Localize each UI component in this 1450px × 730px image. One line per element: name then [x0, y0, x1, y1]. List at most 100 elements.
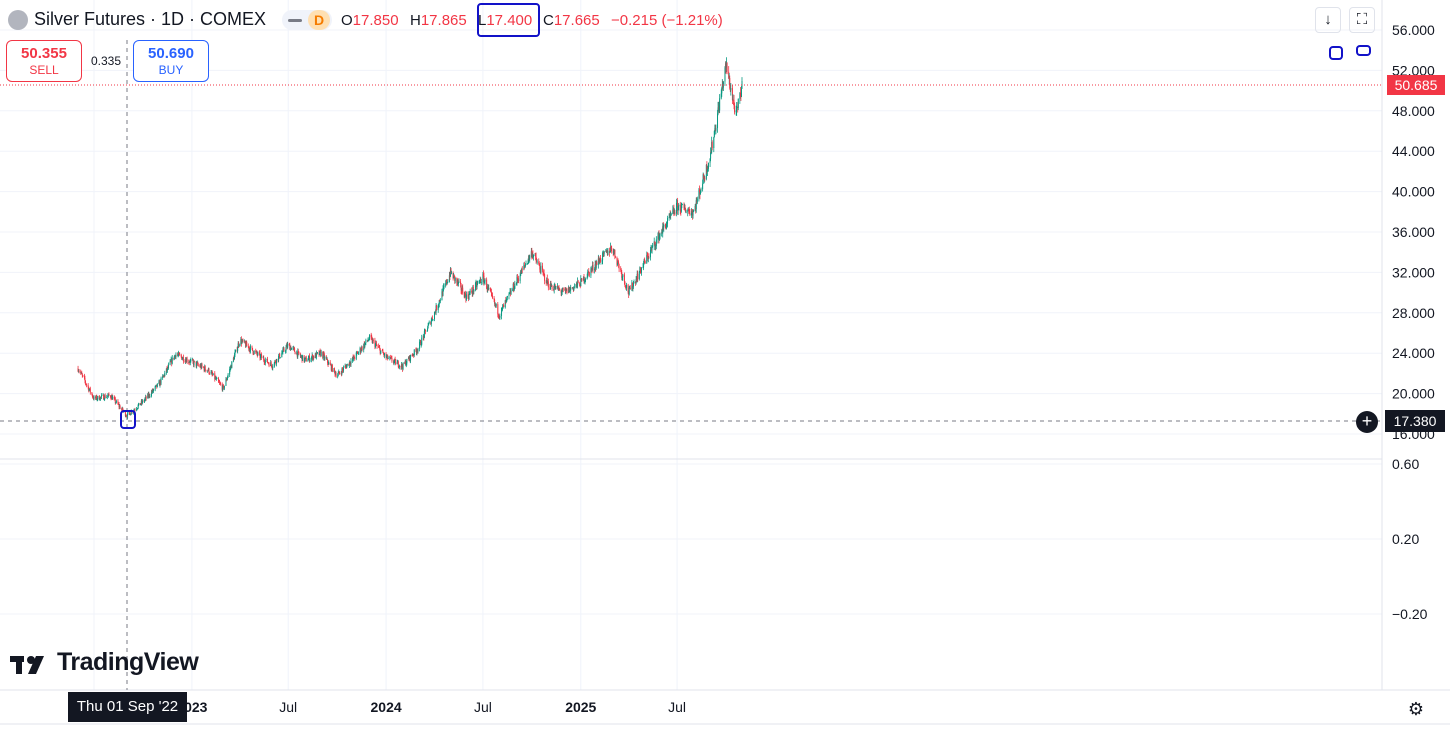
last-price-tag: 50.685 [1387, 75, 1445, 95]
candle-body [103, 394, 105, 400]
candle-body [443, 285, 445, 287]
candle-body [307, 358, 309, 361]
annotation-low-box[interactable] [477, 3, 540, 37]
candle-body [230, 365, 232, 369]
candle-body [386, 354, 388, 357]
candle-body [627, 284, 629, 293]
candle-body [353, 356, 355, 359]
candle-body [380, 350, 382, 354]
candle-body [695, 200, 697, 210]
interval-badge[interactable]: D [308, 10, 330, 30]
candle-body [525, 263, 527, 266]
candle-body [171, 359, 173, 364]
annotation-high-circle-1[interactable] [1329, 46, 1343, 60]
candle-body [679, 204, 681, 212]
candle-body [281, 353, 283, 358]
candle-body [448, 275, 450, 282]
candle-body [610, 246, 612, 252]
candle-body [179, 354, 181, 355]
candle-body [655, 239, 657, 247]
candle-body [566, 288, 568, 293]
candle-body [687, 210, 689, 212]
candle-body [524, 265, 526, 266]
candle-body [151, 391, 153, 393]
tradingview-logo-icon [10, 656, 44, 674]
candle-body [410, 354, 412, 361]
add-alert-plus-icon[interactable]: + [1356, 411, 1378, 433]
candle-body [704, 178, 706, 180]
candle-body [381, 350, 383, 352]
candle-body [293, 347, 295, 349]
candle-body [469, 290, 471, 294]
buy-button[interactable]: 50.690 BUY [133, 40, 209, 82]
candle-body [628, 287, 630, 295]
candle-body [710, 152, 712, 153]
candle-body [451, 272, 453, 274]
candle-body [527, 263, 529, 265]
candle-body [374, 344, 376, 348]
candle-body [471, 292, 473, 294]
candle-body [659, 233, 661, 236]
candle-body [204, 366, 206, 371]
candle-body [736, 107, 738, 111]
symbol-title[interactable]: Silver Futures · 1D · COMEX [34, 9, 267, 29]
candle-body [345, 365, 347, 367]
tradingview-logo[interactable]: TradingView [57, 648, 199, 676]
candle-body [367, 340, 369, 342]
candle-body [279, 353, 281, 359]
candle-body [357, 352, 359, 354]
candle-body [613, 249, 615, 252]
candle-body [545, 280, 547, 284]
candle-body [80, 371, 82, 374]
candle-body [315, 353, 317, 358]
candle-body [509, 292, 511, 294]
candle-body [293, 347, 295, 349]
candle-body [436, 305, 438, 310]
candle-body [355, 352, 357, 359]
candle-body [320, 351, 322, 356]
candle-body [415, 350, 417, 353]
candle-body [192, 359, 194, 362]
candle-body [260, 354, 262, 356]
candle-body [327, 362, 329, 365]
candle-body [155, 384, 157, 386]
candle-body [218, 381, 220, 383]
candle-body [322, 353, 324, 359]
candle-body [688, 210, 690, 214]
candle-body [695, 205, 697, 210]
candle-body [349, 363, 351, 365]
candle-body [156, 384, 158, 387]
candle-body [412, 354, 414, 356]
candle-body [404, 361, 406, 364]
candle-body [257, 352, 259, 355]
candle-body [319, 351, 321, 352]
candle-body [345, 366, 347, 369]
candle-body [423, 335, 425, 338]
candle-body [642, 267, 644, 268]
symbol-icon[interactable] [8, 10, 28, 30]
candle-body [468, 297, 470, 299]
candle-body [356, 352, 358, 354]
candle-body [595, 262, 597, 269]
candle-body [521, 268, 523, 274]
settings-gear-icon[interactable]: ⚙ [1407, 699, 1425, 719]
candle-body [349, 362, 351, 364]
sell-button[interactable]: 50.355 SELL [6, 40, 82, 82]
candle-body [352, 357, 354, 359]
candle-body [364, 343, 366, 348]
candle-body [546, 277, 548, 284]
candle-body [162, 376, 164, 377]
candle-body [551, 286, 553, 289]
candle-body [713, 137, 715, 149]
download-button[interactable]: ↓ [1315, 7, 1341, 33]
candle-body [158, 381, 160, 386]
candle-body [732, 99, 734, 101]
annotation-high-circle-2[interactable] [1356, 45, 1371, 56]
annotation-low-circle[interactable] [120, 410, 136, 429]
candle-body [528, 255, 530, 261]
candle-body [165, 368, 167, 373]
candle-body [83, 375, 85, 379]
candle-body [348, 362, 350, 366]
fullscreen-button[interactable]: ⛶ [1349, 7, 1375, 33]
